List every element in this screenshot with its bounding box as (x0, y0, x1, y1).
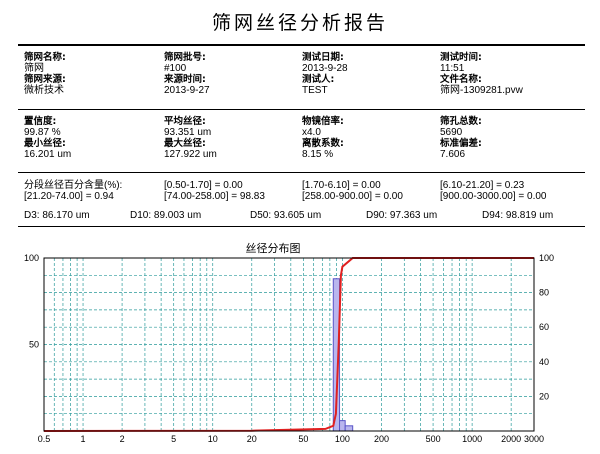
field-value: 筛网-1309281.pvw (440, 85, 523, 96)
segment-item: [1.70-6.10] = 0.00 (302, 180, 381, 191)
x-tick-label: 5 (171, 434, 176, 444)
report-title: 筛网丝径分析报告 (211, 12, 388, 34)
segment-item: [258.00-900.00] = 0.00 (302, 191, 403, 202)
y-right-tick-label: 60 (539, 322, 549, 332)
x-tick-label: 1 (81, 434, 86, 444)
field-label: 筛网名称: (24, 52, 66, 63)
d-value: D3: 86.170 um (24, 210, 90, 221)
x-tick-label: 0.5 (38, 434, 51, 444)
grid-layer (44, 258, 534, 431)
field-label: 最大丝径: (164, 138, 206, 149)
x-tick-label: 500 (426, 434, 441, 444)
field-value: 微析技术 (24, 85, 64, 96)
field-label: 置信度: (24, 116, 57, 127)
x-tick-label: 10 (208, 434, 218, 444)
field-value: 93.351 um (164, 127, 212, 138)
y-left-tick-label: 100 (24, 253, 39, 263)
x-tick-label: 200 (374, 434, 389, 444)
d-value: D50: 93.605 um (250, 210, 322, 221)
distribution-chart: 丝径分布图 0.5 1 2 5 10 20 50 100 200 500 1000 2000 3000 1… (0, 238, 600, 454)
field-label: 文件名称: (440, 74, 482, 85)
field-label: 标准偏差: (440, 138, 482, 149)
section-rule (18, 226, 585, 227)
x-tick-label: 100 (335, 434, 350, 444)
x-tick-label: 3000 (524, 434, 544, 444)
field-value: 5690 (440, 127, 463, 138)
field-value: 99.87 % (24, 127, 61, 138)
info-cell: 筛网批号: #100 来源时间: 2013-9-27 (164, 52, 210, 96)
field-label: 测试人: (302, 74, 335, 85)
field-value: x4.0 (302, 127, 321, 138)
info-section: 筛网名称: 筛网 筛网来源: 微析技术 筛网批号: #100 来源时间: 201… (24, 52, 584, 96)
info-cell: 测试时间: 11:51 文件名称: 筛网-1309281.pvw (440, 52, 523, 96)
field-value: #100 (164, 63, 187, 74)
segment-item: [0.50-1.70] = 0.00 (164, 180, 243, 191)
x-tick-label: 50 (298, 434, 308, 444)
field-label: 平均丝径: (164, 116, 206, 127)
field-label: 筛网来源: (24, 74, 66, 85)
segment-item: [900.00-3000.00] = 0.00 (440, 191, 547, 202)
field-value: 2013-9-28 (302, 63, 348, 74)
d-value: D90: 97.363 um (366, 210, 438, 221)
field-label: 筛网批号: (164, 52, 206, 63)
x-tick-label: 2 (120, 434, 125, 444)
tick-layer: 0.5 1 2 5 10 20 50 100 200 500 1000 2000 3000 100 50 10… (24, 253, 554, 444)
chart-title: 丝径分布图 (246, 242, 301, 255)
d-value: D10: 89.003 um (130, 210, 202, 221)
header-rule (18, 44, 585, 46)
field-value: TEST (302, 85, 328, 96)
segment-section: 分段丝径百分含量(%): [0.50-1.70] = 0.00 [1.70-6.… (24, 180, 584, 202)
info-cell: 筛孔总数: 5690 标准偏差: 7.606 (440, 116, 482, 160)
x-tick-label: 1000 (462, 434, 482, 444)
info-cell: 置信度: 99.87 % 最小丝径: 16.201 um (24, 116, 71, 160)
field-label: 离散系数: (302, 138, 344, 149)
field-value: 8.15 % (302, 149, 334, 160)
line-layer (43, 257, 534, 432)
histogram-bar (339, 420, 346, 432)
y-right-tick-label: 40 (539, 357, 549, 367)
section-rule (18, 172, 585, 173)
segment-item: [6.10-21.20] = 0.23 (440, 180, 525, 191)
info-cell: 筛网名称: 筛网 筛网来源: 微析技术 (24, 52, 66, 96)
field-label: 测试时间: (440, 52, 482, 63)
info-cell: 测试日期: 2013-9-28 测试人: TEST (302, 52, 348, 96)
field-label: 最小丝径: (24, 138, 66, 149)
segment-line-2: [21.20-74.00] = 0.94 [74.00-258.00] = 98… (24, 191, 584, 202)
info-cell: 物镜倍率: x4.0 离散系数: 8.15 % (302, 116, 344, 160)
field-value: 筛网 (24, 63, 44, 74)
segment-line-1: 分段丝径百分含量(%): [0.50-1.70] = 0.00 [1.70-6.… (24, 180, 584, 191)
x-tick-label: 20 (247, 434, 257, 444)
field-value: 16.201 um (24, 149, 72, 160)
field-label: 物镜倍率: (302, 116, 344, 127)
field-value: 7.606 (440, 149, 466, 160)
x-tick-label: 2000 (501, 434, 521, 444)
segment-item: [21.20-74.00] = 0.94 (24, 191, 114, 202)
field-label: 测试日期: (302, 52, 344, 63)
field-value: 127.922 um (164, 149, 217, 160)
field-value: 11:51 (440, 63, 465, 74)
section-rule (18, 109, 585, 110)
field-label: 来源时间: (164, 74, 206, 85)
plot-frame (43, 257, 535, 432)
d-values-line: D3: 86.170 um D10: 89.003 um D50: 93.605… (24, 210, 584, 222)
field-value: 2013-9-27 (164, 85, 210, 96)
y-right-tick-label: 80 (539, 288, 549, 298)
cumulative-line (43, 257, 534, 432)
segment-item: [74.00-258.00] = 98.83 (164, 191, 265, 202)
info-cell: 平均丝径: 93.351 um 最大丝径: 127.922 um (164, 116, 217, 160)
chart-svg: 丝径分布图 0.5 1 2 5 10 20 50 100 200 500 1000 2000 3000 1… (24, 242, 554, 444)
info-row-2: 置信度: 99.87 % 最小丝径: 16.201 um 平均丝径: 93.35… (24, 116, 584, 160)
info-row-1: 筛网名称: 筛网 筛网来源: 微析技术 筛网批号: #100 来源时间: 201… (24, 52, 584, 96)
stats-section: 置信度: 99.87 % 最小丝径: 16.201 um 平均丝径: 93.35… (24, 116, 584, 160)
field-label: 筛孔总数: (440, 116, 482, 127)
y-right-tick-label: 100 (539, 253, 554, 263)
d-value: D94: 98.819 um (482, 210, 554, 221)
y-left-tick-label: 50 (29, 340, 39, 350)
segment-label: 分段丝径百分含量(%): (24, 180, 123, 191)
y-right-tick-label: 20 (539, 391, 549, 401)
histogram-bar (344, 425, 354, 432)
